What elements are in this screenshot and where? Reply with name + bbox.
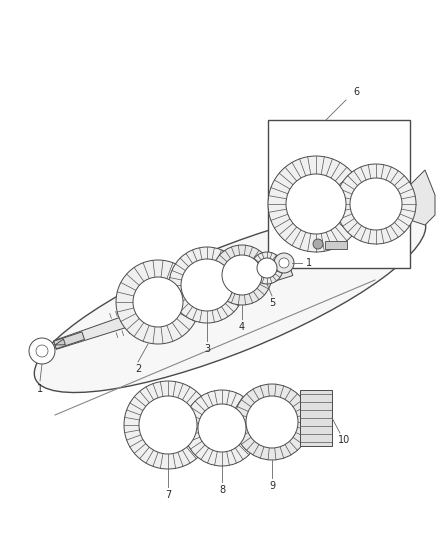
Circle shape bbox=[36, 345, 48, 357]
Text: 4: 4 bbox=[239, 322, 245, 332]
Circle shape bbox=[336, 164, 416, 244]
Text: 8: 8 bbox=[219, 485, 225, 495]
Circle shape bbox=[350, 178, 402, 230]
Text: 10: 10 bbox=[338, 435, 350, 445]
Polygon shape bbox=[55, 339, 65, 345]
Circle shape bbox=[251, 252, 283, 284]
Circle shape bbox=[124, 381, 212, 469]
Bar bbox=[325, 241, 347, 249]
Circle shape bbox=[268, 156, 364, 252]
Text: 3: 3 bbox=[204, 344, 210, 354]
Circle shape bbox=[29, 338, 55, 364]
Circle shape bbox=[257, 258, 277, 278]
Circle shape bbox=[286, 174, 346, 234]
Circle shape bbox=[234, 384, 310, 460]
Circle shape bbox=[184, 390, 260, 466]
Polygon shape bbox=[53, 259, 293, 349]
Circle shape bbox=[222, 255, 262, 295]
Text: 7: 7 bbox=[165, 490, 171, 500]
Circle shape bbox=[279, 258, 289, 268]
Text: 5: 5 bbox=[269, 298, 275, 308]
Text: 9: 9 bbox=[269, 481, 275, 491]
Circle shape bbox=[116, 260, 200, 344]
Circle shape bbox=[246, 396, 298, 448]
Circle shape bbox=[198, 404, 246, 452]
Bar bbox=[268, 120, 410, 268]
Polygon shape bbox=[410, 170, 435, 225]
Ellipse shape bbox=[34, 207, 426, 392]
Circle shape bbox=[139, 396, 197, 454]
Bar bbox=[300, 390, 332, 446]
Text: 2: 2 bbox=[135, 364, 141, 374]
Text: 1: 1 bbox=[306, 258, 312, 268]
Circle shape bbox=[181, 259, 233, 311]
Circle shape bbox=[212, 245, 272, 305]
Circle shape bbox=[274, 253, 294, 273]
Circle shape bbox=[313, 239, 323, 249]
Circle shape bbox=[133, 277, 183, 327]
Polygon shape bbox=[54, 332, 85, 349]
Text: 6: 6 bbox=[353, 87, 359, 97]
Circle shape bbox=[169, 247, 245, 323]
Text: 1: 1 bbox=[37, 384, 43, 394]
